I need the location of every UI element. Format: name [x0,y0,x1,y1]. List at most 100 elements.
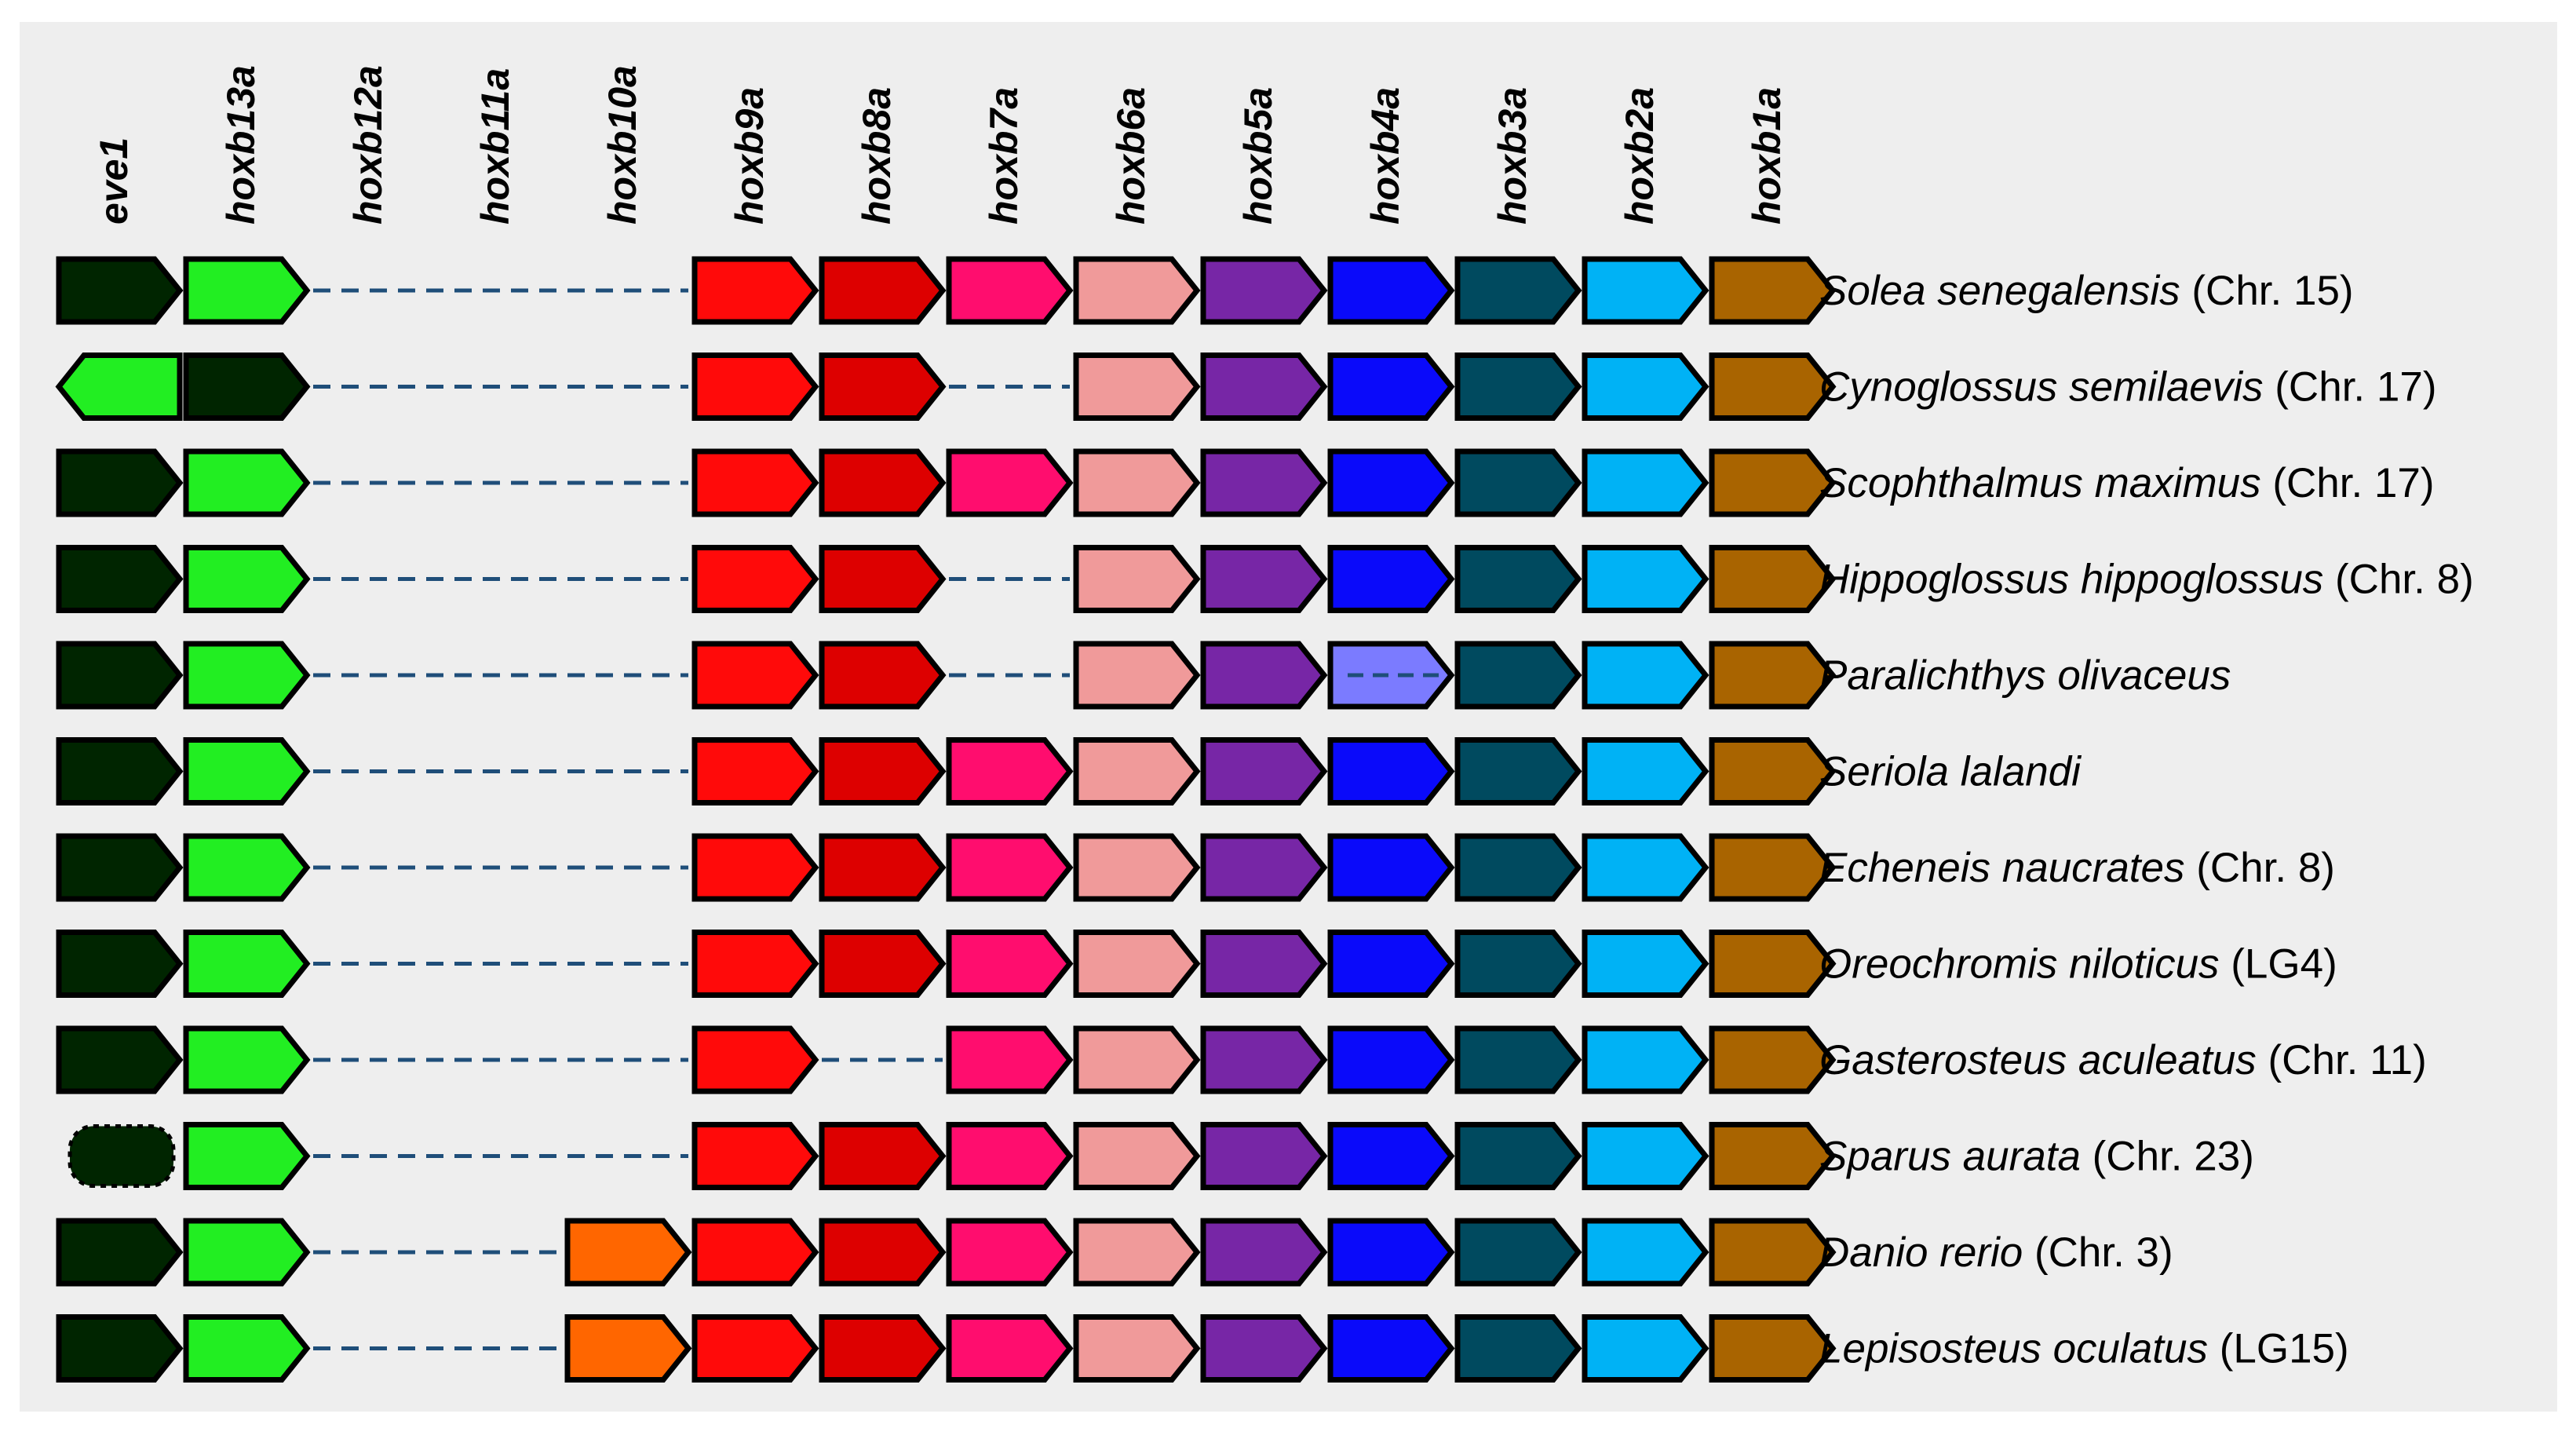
gene-arrow-hoxb6a [1073,641,1201,710]
chromosome-label: (Chr. 11) [2257,1037,2427,1083]
gene-arrow-hoxb6a [1073,1025,1201,1094]
gene-arrow-hoxb4a [1327,1218,1455,1287]
gene-arrow-hoxb1a [1709,737,1837,806]
species-label: Cynoglossus semilaevis (Chr. 17) [1819,364,2436,411]
gene-arrow-hoxb2a [1582,1025,1709,1094]
gene-arrow-hoxb7a [946,448,1074,517]
gene-arrow-hoxb1a [1709,256,1837,325]
gene-arrow-hoxb4a [1327,930,1455,998]
gene-arrow-hoxb9a [691,641,819,710]
chromosome-label: (Chr. 17) [2261,460,2435,506]
gene-arrow-hoxb3a [1454,641,1582,710]
gene-arrow-hoxb8a [819,353,947,421]
gene-arrow-hoxb13a [183,833,311,902]
gene-arrow-hoxb2a [1582,353,1709,421]
species-row: Sparus aurata (Chr. 23) [68,1122,2254,1190]
gene-arrow-eve1 [56,545,184,613]
gene-label-hoxb1a: hoxb1a [1745,87,1789,225]
gene-arrow-hoxb8a [819,833,947,902]
gene-arrow-hoxb8a [819,930,947,998]
gene-arrow-eve1 [56,737,184,806]
species-label: Danio rerio (Chr. 3) [1819,1229,2173,1276]
gene-arrow-hoxb8a [819,641,947,710]
gene-arrow-hoxb5a [1200,256,1328,325]
gene-arrow-hoxb7a [946,1218,1074,1287]
gene-arrow-eve1 [56,930,184,998]
gene-arrow-hoxb3a [1454,448,1582,517]
species-name: Oreochromis niloticus [1819,941,2220,988]
species-row: Oreochromis niloticus (LG4) [56,930,2337,998]
gene-arrow-hoxb13a [183,1025,311,1094]
gene-arrow-hoxb3a [1454,1218,1582,1287]
species-row: Hippoglossus hippoglossus (Chr. 8) [56,545,2474,613]
gene-arrow-hoxb4a [1327,833,1455,902]
gene-arrow-hoxb5a [1200,448,1328,517]
gene-label-hoxb12a: hoxb12a [346,65,390,225]
gene-arrow-hoxb4a [1327,545,1455,613]
gene-arrow-hoxb9a [691,353,819,421]
gene-arrow-hoxb13a [183,641,311,710]
gene-arrow-hoxb1a [1709,833,1837,902]
gene-arrow-hoxb13a [183,353,311,421]
gene-arrow-eve1 [56,641,184,710]
gene-arrow-hoxb9a [691,930,819,998]
gene-arrow-hoxb4a [1327,641,1455,710]
gene-arrow-hoxb1a [1709,448,1837,517]
chromosome-label: (Chr. 8) [2185,845,2335,891]
species-name: Sparus aurata [1819,1134,2081,1180]
gene-arrow-hoxb9a [691,448,819,517]
gene-label-hoxb3a: hoxb3a [1491,87,1534,225]
gene-label-hoxb7a: hoxb7a [982,87,1026,225]
gene-arrow-hoxb6a [1073,256,1201,325]
gene-arrow-hoxb2a [1582,737,1709,806]
gene-arrow-hoxb9a [691,1122,819,1190]
gene-arrow-hoxb6a [1073,545,1201,613]
species-name: Scophthalmus maximus [1819,460,2261,506]
species-name: Solea senegalensis [1819,268,2180,314]
species-row: Gasterosteus aculeatus (Chr. 11) [56,1025,2427,1094]
species-name: Gasterosteus aculeatus [1819,1037,2257,1083]
gene-arrow-hoxb4a [1327,448,1455,517]
species-row: Seriola lalandi [56,737,2082,806]
species-label: Hippoglossus hippoglossus (Chr. 8) [1819,557,2474,603]
gene-arrow-hoxb7a [946,1122,1074,1190]
gene-arrow-hoxb13a [183,930,311,998]
gene-arrow-hoxb6a [1073,353,1201,421]
gene-arrow-hoxb8a [819,1122,947,1190]
gene-arrow-hoxb2a [1582,448,1709,517]
gene-arrow-hoxb1a [1709,1025,1837,1094]
gene-arrow-hoxb8a [819,256,947,325]
gene-arrow-hoxb13a [183,1314,311,1383]
gene-arrow-hoxb2a [1582,256,1709,325]
gene-label-hoxb5a: hoxb5a [1236,87,1280,225]
gene-arrow-hoxb5a [1200,641,1328,710]
diagram-panel: eve1 hoxb13a hoxb12a hoxb11a hoxb10a hoxb9a ho… [20,22,2557,1412]
gene-arrow-hoxb10a [564,1314,692,1383]
species-name: Cynoglossus semilaevis [1819,364,2264,411]
gene-arrow-hoxb7a [946,833,1074,902]
gene-arrow-hoxb13a [183,1122,311,1190]
gene-arrow-hoxb5a [1200,1025,1328,1094]
gene-arrow-hoxb7a [946,1314,1074,1383]
species-label: Solea senegalensis (Chr. 15) [1819,268,2354,314]
gene-arrow-hoxb6a [1073,1218,1201,1287]
gene-arrow-hoxb3a [1454,1025,1582,1094]
gene-arrow-hoxb7a [946,256,1074,325]
gene-arrow-hoxb13a [183,256,311,325]
species-label: Gasterosteus aculeatus (Chr. 11) [1819,1037,2427,1083]
gene-arrow-hoxb2a [1582,833,1709,902]
gene-arrow-eve1 [56,833,184,902]
gene-arrow-hoxb5a [1200,833,1328,902]
gene-arrow-eve1 [56,1218,184,1287]
gene-arrow-hoxb1a [1709,1218,1837,1287]
species-row: Echeneis naucrates (Chr. 8) [56,833,2335,902]
species-label: Seriola lalandi [1819,749,2082,795]
gene-arrow-hoxb2a [1582,930,1709,998]
gene-arrow-hoxb5a [1200,1218,1328,1287]
gene-arrow-hoxb3a [1454,930,1582,998]
gene-arrow-hoxb3a [1454,737,1582,806]
species-name: Seriola lalandi [1819,749,2082,795]
gene-arrow-hoxb8a [819,448,947,517]
gene-arrow-hoxb5a [1200,1122,1328,1190]
gene-arrow-hoxb2a [1582,1122,1709,1190]
